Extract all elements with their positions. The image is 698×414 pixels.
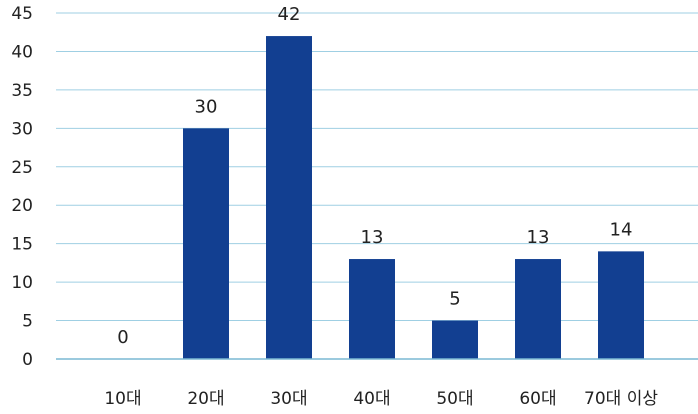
x-tick-label: 50대 — [436, 389, 473, 409]
bar — [349, 259, 395, 359]
data-label: 13 — [361, 227, 384, 248]
bar — [515, 259, 561, 359]
x-axis-labels: 10대 20대 30대 40대 50대 60대 70대 이상 — [104, 389, 658, 409]
bar — [266, 36, 312, 359]
y-tick-label: 35 — [11, 81, 33, 101]
y-tick-label: 40 — [11, 42, 33, 62]
y-tick-label: 10 — [11, 273, 33, 293]
y-tick-label: 5 — [22, 312, 33, 332]
y-tick-label: 20 — [11, 196, 33, 216]
y-axis-ticks: 0 5 10 15 20 25 30 35 40 45 — [11, 4, 33, 370]
data-label: 13 — [527, 227, 550, 248]
bar — [598, 251, 644, 359]
x-tick-label: 60대 — [519, 389, 556, 409]
data-label: 42 — [278, 4, 301, 25]
data-label: 5 — [449, 289, 460, 310]
x-tick-label: 40대 — [353, 389, 390, 409]
x-tick-label: 70대 이상 — [584, 389, 658, 409]
x-tick-label: 30대 — [270, 389, 307, 409]
y-tick-label: 25 — [11, 158, 33, 178]
data-label: 30 — [195, 96, 218, 117]
y-tick-label: 30 — [11, 119, 33, 139]
bar — [183, 128, 229, 359]
x-tick-label: 20대 — [187, 389, 224, 409]
bar — [432, 321, 478, 359]
x-tick-label: 10대 — [104, 389, 141, 409]
data-label: 14 — [610, 219, 633, 240]
y-tick-label: 45 — [11, 4, 33, 24]
bars — [183, 36, 644, 359]
y-tick-label: 0 — [22, 350, 33, 370]
data-label: 0 — [117, 327, 128, 348]
y-tick-label: 15 — [11, 235, 33, 255]
